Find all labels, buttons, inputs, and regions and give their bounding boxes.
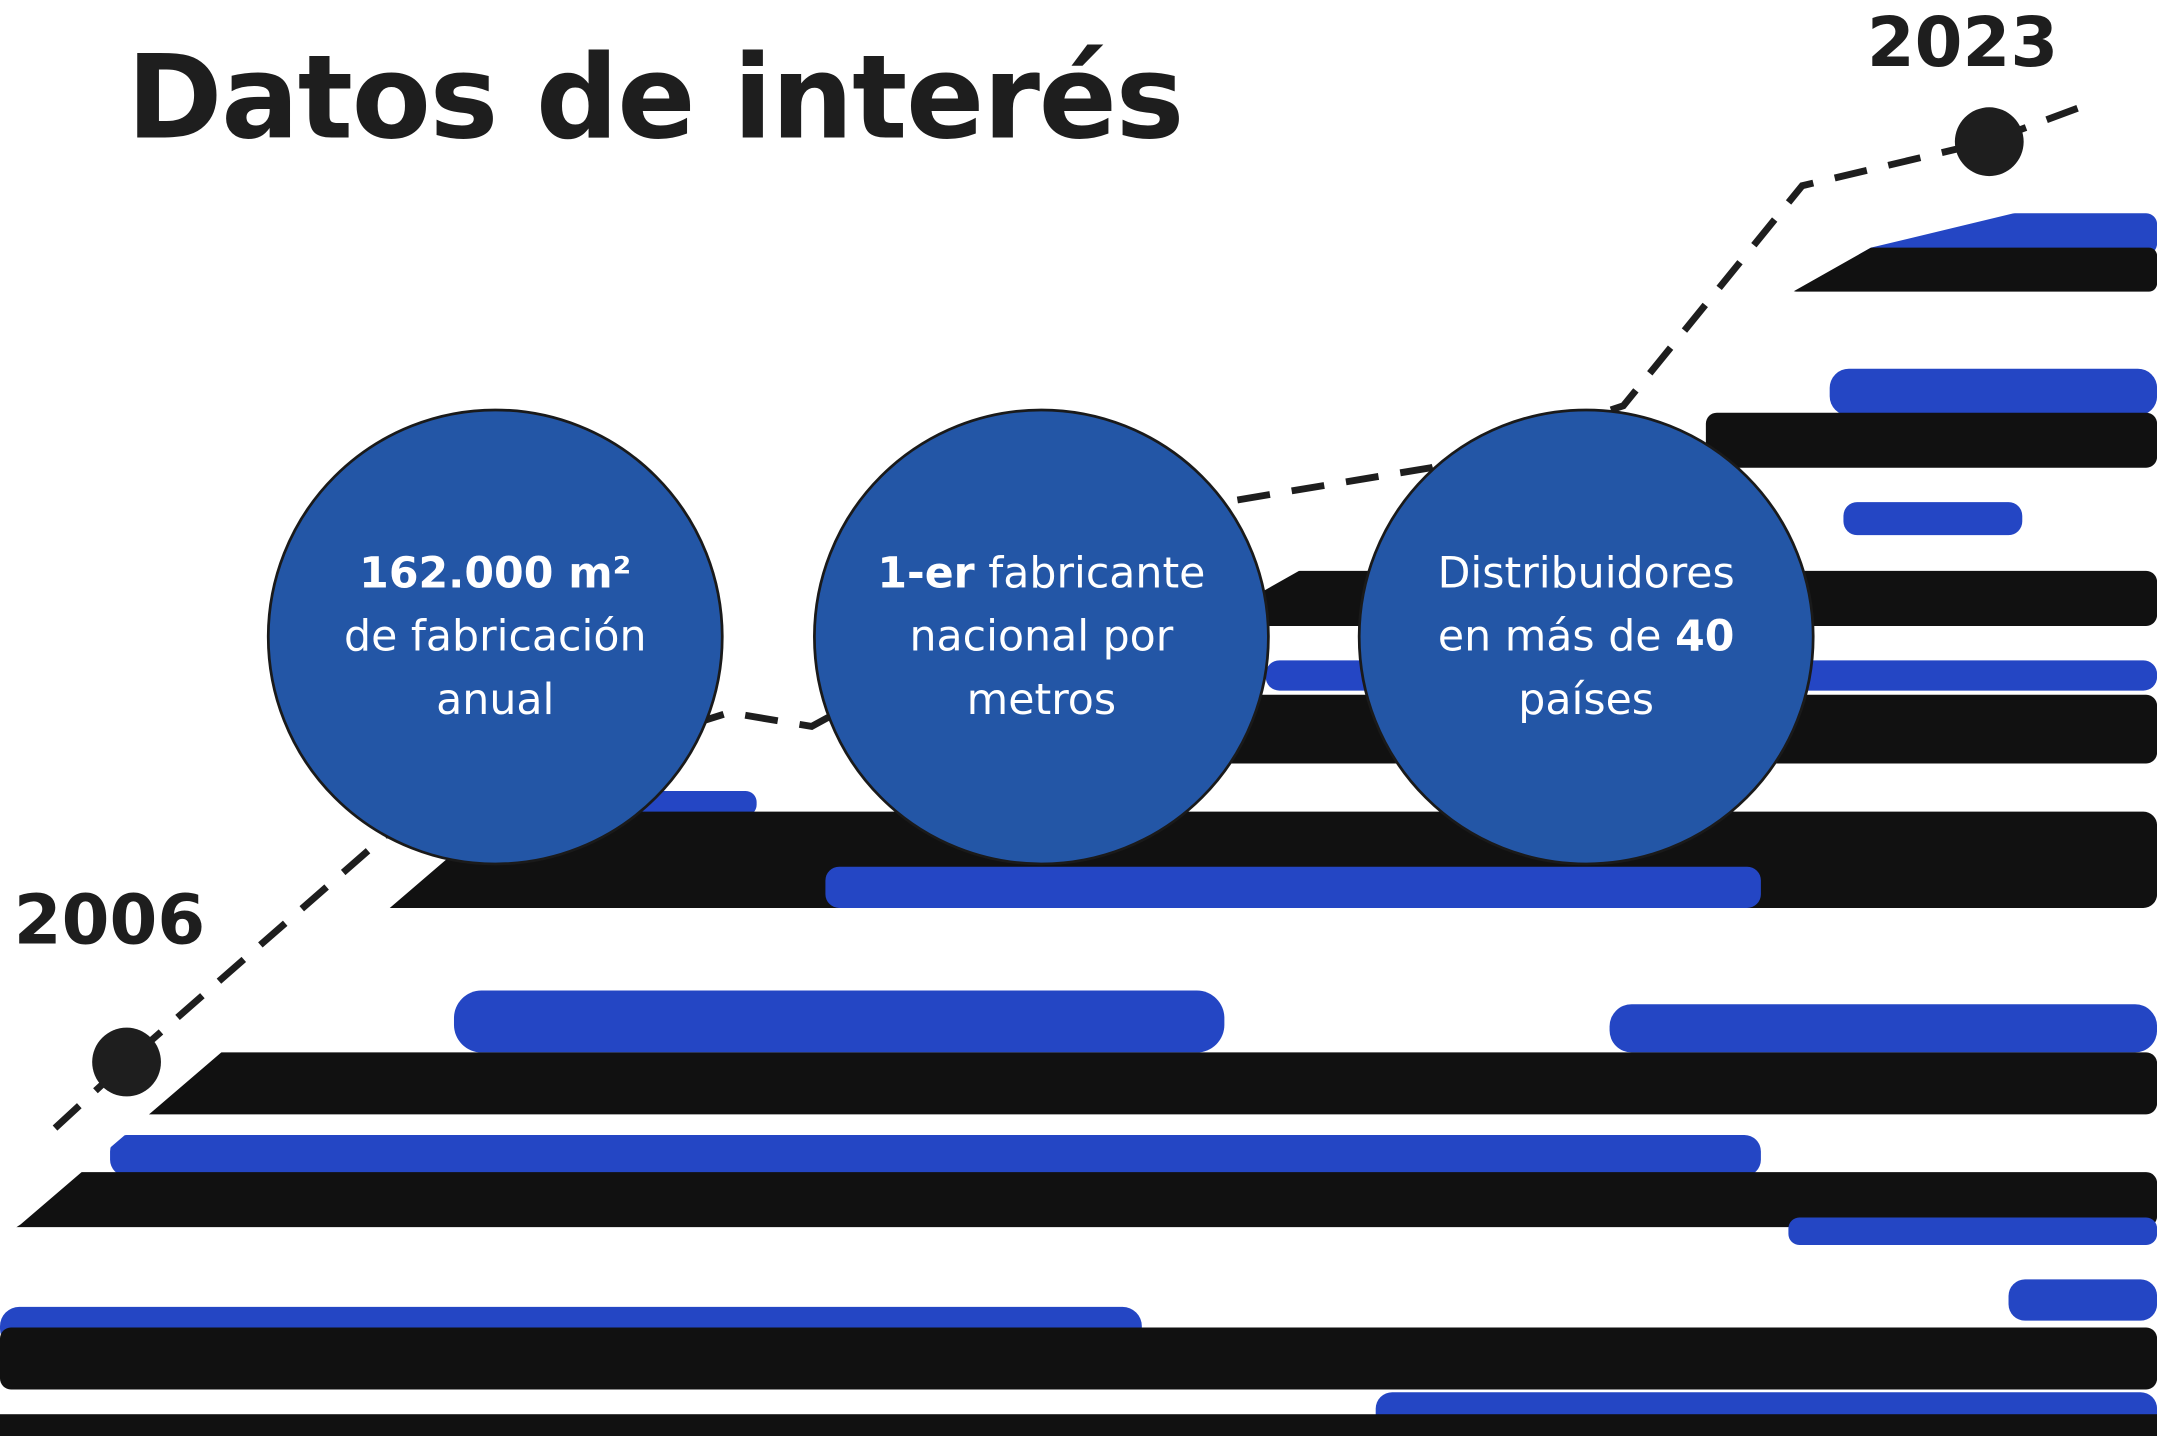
page: Datos de interés 2023 2006 162.000 m² de… xyxy=(0,0,2157,1436)
fact-highlight: 1-er xyxy=(877,549,974,599)
timeline-dot xyxy=(92,1028,161,1097)
fact-text: 1-er fabricante nacional por metros xyxy=(863,410,1221,864)
fact-text: Distribuidores en más de 40 países xyxy=(1407,410,1765,864)
fact-highlight: 40 xyxy=(1675,612,1734,662)
fact-body: 1-er fabricante nacional por metros xyxy=(863,542,1221,732)
start-year: 2006 xyxy=(14,880,205,960)
fact-body: Distribuidores en más de 40 países xyxy=(1407,542,1765,732)
end-year: 2023 xyxy=(1867,3,2058,83)
fact-phrase: países xyxy=(1518,675,1654,725)
fact-phrase: de fabricación anual xyxy=(344,612,646,725)
timeline-dot xyxy=(1955,107,2024,176)
title: Datos de interés xyxy=(127,30,1184,165)
fact-text: 162.000 m² de fabricación anual xyxy=(316,410,674,864)
fact-body: 162.000 m² de fabricación anual xyxy=(316,542,674,732)
fact-highlight: 162.000 m² xyxy=(359,549,631,599)
infographic: Datos de interés 2023 2006 162.000 m² de… xyxy=(0,0,2157,1436)
